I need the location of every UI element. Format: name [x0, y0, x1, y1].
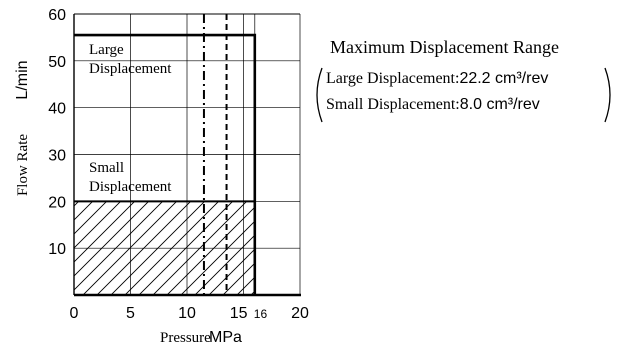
legend-title: Maximum Displacement Range: [330, 37, 559, 57]
chart-reference-lines: [202, 14, 228, 295]
small-label-line-1: Small: [89, 160, 124, 176]
y-tick-label: 10: [48, 241, 66, 258]
chart-areas: [74, 33, 257, 295]
y-tick-label: 60: [48, 7, 66, 24]
large-label-line-1: Large: [89, 42, 124, 58]
small-displacement-boundary: [74, 200, 256, 295]
legend-line-small: Small Displacement:8.0 cm³/rev: [326, 96, 540, 113]
chart-frame: [73, 13, 301, 297]
x-axis-label: Pressure: [160, 330, 211, 346]
large-displacement-label: Large Displacement: [89, 42, 172, 77]
y-axis-label: Flow Rate: [15, 134, 31, 196]
x-tick-label: 0: [70, 305, 79, 322]
chart-tick-labels: 10 20 30 40 50 60 0 5 10 15 16 20: [48, 7, 309, 322]
y-axis-label-text: Flow Rate: [15, 134, 31, 196]
x-tick-label: 15: [230, 305, 248, 322]
x-tick-label: 16: [254, 307, 268, 321]
legend-large-value: 22.2 cm³/rev: [459, 70, 548, 87]
x-axis-unit: MPa: [209, 329, 242, 346]
y-tick-label: 50: [48, 54, 66, 71]
y-tick-label: 20: [48, 194, 66, 211]
y-axis-unit: L/min: [14, 60, 31, 99]
legend-box: Maximum Displacement Range Large Displac…: [316, 37, 611, 123]
y-tick-label: 40: [48, 101, 66, 118]
legend-left-paren: [316, 67, 323, 123]
legend-line-large: Large Displacement:22.2 cm³/rev: [326, 70, 548, 87]
legend-large-prefix: Large Displacement:: [326, 70, 459, 87]
y-tick-label: 30: [48, 148, 66, 165]
x-tick-label: 5: [126, 305, 135, 322]
small-displacement-area: [74, 201, 255, 295]
x-tick-label: 20: [291, 305, 309, 322]
x-tick-label: 10: [178, 305, 196, 322]
legend-right-paren: [604, 67, 611, 123]
large-label-line-2: Displacement: [89, 61, 172, 77]
legend-small-value: 8.0 cm³/rev: [460, 96, 540, 113]
legend-small-prefix: Small Displacement:: [326, 96, 460, 113]
small-label-line-2: Displacement: [89, 179, 172, 195]
small-displacement-label: Small Displacement: [89, 160, 172, 195]
